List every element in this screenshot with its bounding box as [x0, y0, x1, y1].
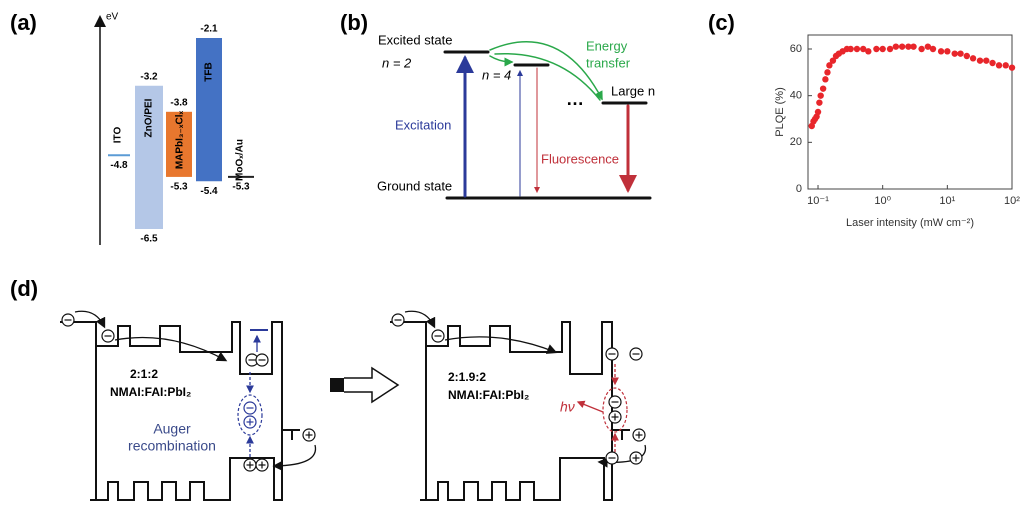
arrow — [445, 337, 555, 352]
level-label: -5.4 — [200, 186, 218, 197]
material-name: MAPbI₃₋ₓClₓ — [175, 110, 186, 169]
label: … — [566, 89, 584, 109]
data-point — [817, 92, 823, 98]
x-tick-label: 10⁰ — [874, 195, 891, 207]
process: Auger — [153, 421, 191, 437]
arrow — [578, 402, 603, 412]
arrow — [405, 311, 434, 326]
material-name: ZnO/PEI — [144, 98, 155, 137]
y-tick-label: 20 — [790, 136, 802, 148]
axis-label: eV — [106, 12, 119, 23]
panel-label: (c) — [708, 10, 735, 35]
data-point — [944, 48, 950, 54]
data-point — [893, 43, 899, 49]
data-point — [983, 57, 989, 63]
material-name: ITO — [113, 127, 124, 144]
level-label: -5.3 — [232, 182, 250, 193]
process: recombination — [128, 438, 216, 454]
data-point — [938, 48, 944, 54]
label: Ground state — [377, 178, 452, 193]
y-tick-label: 60 — [790, 43, 802, 55]
data-point — [820, 85, 826, 91]
band-diagram — [60, 322, 300, 500]
panel-label: (b) — [340, 10, 368, 35]
photon: hν — [560, 399, 575, 415]
data-point — [816, 99, 822, 105]
ratio: 2:1.9:2 — [448, 370, 486, 384]
composition: NMAI:FAI:PbI₂ — [448, 388, 529, 402]
label: n = 4 — [482, 67, 511, 82]
exciton — [238, 395, 262, 435]
data-point — [873, 46, 879, 52]
y-tick-label: 40 — [790, 90, 802, 102]
material-name: MoOₓ/Au — [235, 139, 246, 181]
label: transfer — [586, 55, 631, 70]
figure: (a) (b) (c) (d) eV -4.8 ITO -3.2 -6.5 ZnO/PE… — [0, 0, 1022, 505]
arrow-tail — [330, 378, 344, 392]
data-point — [887, 46, 893, 52]
label: n = 2 — [382, 55, 412, 70]
panel-label: (a) — [10, 10, 37, 35]
y-tick-label: 0 — [796, 183, 802, 195]
level-label: -3.2 — [140, 71, 158, 82]
plqe-chart: 0 20 40 60 10⁻¹ 10⁰ 10¹ 10² Laser intensity (mW … — [774, 35, 1020, 229]
data-point — [957, 50, 963, 56]
data-point — [989, 60, 995, 66]
label: Large n — [611, 83, 655, 98]
y-axis-label: PLQE (%) — [774, 87, 786, 137]
data-point — [847, 46, 853, 52]
label: Excitation — [395, 117, 451, 132]
data-point — [854, 46, 860, 52]
data-point — [964, 53, 970, 59]
composition: NMAI:FAI:PbI₂ — [110, 385, 191, 399]
label: Energy — [586, 38, 628, 53]
energy-levels: -4.8 ITO -3.2 -6.5 ZnO/PEI -3.8 -5.3 MAPbI₃₋ₓCl… — [108, 24, 254, 245]
level-label: -2.1 — [200, 24, 218, 35]
data-point — [996, 62, 1002, 68]
x-tick-label: 10⁻¹ — [807, 195, 829, 207]
band-diagram — [390, 322, 630, 500]
x-axis-label: Laser intensity (mW cm⁻²) — [846, 217, 974, 229]
arrow-head — [344, 368, 398, 402]
data-point — [822, 76, 828, 82]
material-name: TFB — [204, 62, 215, 81]
level-label: -4.8 — [110, 160, 128, 171]
level-label: -5.3 — [170, 182, 188, 193]
level-label: -6.5 — [140, 234, 158, 245]
data-point — [910, 43, 916, 49]
data-point — [952, 50, 958, 56]
label: Fluorescence — [541, 151, 619, 166]
x-tick-label: 10¹ — [939, 195, 955, 207]
data-point — [815, 109, 821, 115]
x-tick-label: 10² — [1004, 195, 1020, 207]
data-point — [977, 57, 983, 63]
data-point — [899, 43, 905, 49]
arrow — [490, 56, 512, 62]
energy-bar — [196, 38, 222, 181]
level-label: -3.8 — [170, 97, 188, 108]
ratio: 2:1:2 — [130, 367, 158, 381]
data-point — [918, 46, 924, 52]
data-point — [970, 55, 976, 61]
exciton — [603, 388, 627, 432]
data-point — [1003, 62, 1009, 68]
arrow — [75, 311, 104, 326]
data-point — [930, 46, 936, 52]
data-point — [879, 46, 885, 52]
panel-label: (d) — [10, 276, 38, 301]
big-arrow — [330, 368, 398, 402]
arrow — [115, 338, 225, 361]
data-point — [1009, 64, 1015, 70]
data-point — [865, 48, 871, 54]
label: Excited state — [378, 32, 452, 47]
data-point — [824, 69, 830, 75]
